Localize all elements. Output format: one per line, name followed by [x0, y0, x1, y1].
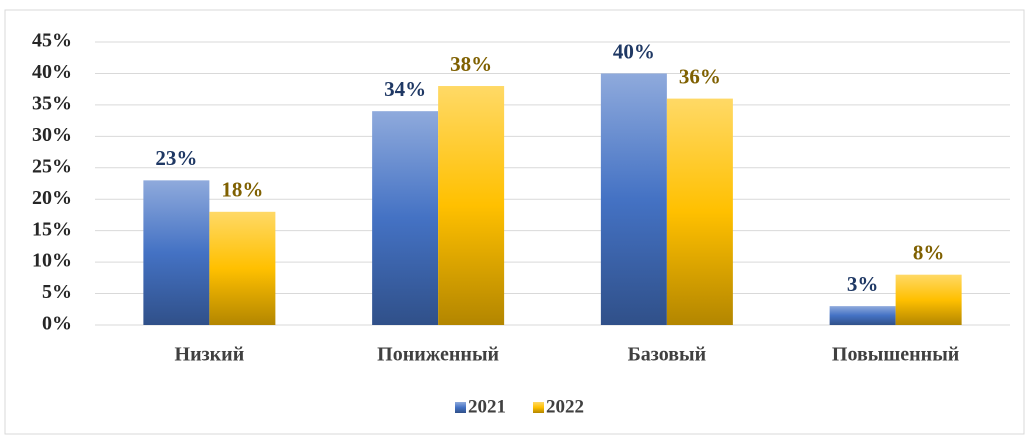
bar — [600, 73, 667, 325]
bar — [372, 111, 439, 325]
data-label: 23% — [155, 146, 197, 170]
data-label: 36% — [679, 64, 721, 88]
y-tick-label: 20% — [32, 187, 72, 209]
y-tick-label: 45% — [32, 30, 72, 52]
bar — [829, 306, 896, 325]
y-tick-label: 0% — [42, 313, 72, 335]
data-label: 18% — [221, 178, 263, 202]
y-tick-label: 5% — [42, 281, 72, 303]
legend-swatch — [533, 402, 544, 413]
bar — [666, 98, 733, 325]
data-label: 3% — [847, 272, 879, 296]
x-tick-label: Пониженный — [377, 344, 499, 366]
legend-swatch — [455, 402, 466, 413]
y-tick-label: 40% — [32, 61, 72, 83]
y-tick-label: 35% — [32, 92, 72, 114]
y-tick-label: 15% — [32, 218, 72, 240]
bar — [143, 180, 210, 325]
y-tick-label: 10% — [32, 250, 72, 272]
legend-label: 2022 — [546, 396, 584, 417]
bar — [438, 86, 505, 326]
data-label: 40% — [613, 39, 655, 63]
data-label: 34% — [384, 77, 426, 101]
y-tick-label: 30% — [32, 124, 72, 146]
x-tick-label: Базовый — [628, 344, 707, 366]
x-tick-label: Повышенный — [832, 344, 959, 366]
y-tick-label: 25% — [32, 155, 72, 177]
data-label: 8% — [913, 241, 945, 265]
bar — [895, 274, 962, 325]
x-tick-label: Низкий — [175, 344, 245, 366]
data-label: 38% — [450, 52, 492, 76]
bar — [209, 211, 276, 325]
legend-label: 2021 — [468, 396, 506, 417]
